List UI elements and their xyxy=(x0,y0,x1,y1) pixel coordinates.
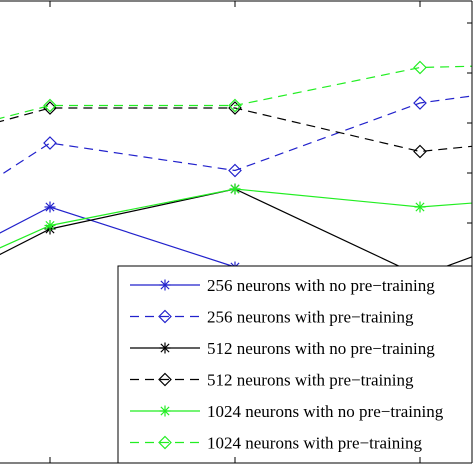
series-line xyxy=(0,65,472,119)
series-line xyxy=(0,107,472,153)
legend-swatch-marker xyxy=(159,405,171,417)
data-point xyxy=(44,220,56,231)
data-point xyxy=(413,60,427,75)
legend-swatch-marker xyxy=(158,309,172,324)
legend-label: 512 neurons with pre−training xyxy=(207,371,414,390)
data-point xyxy=(413,144,427,159)
data-point xyxy=(228,98,242,113)
legend-label: 256 neurons with no pre−training xyxy=(207,276,435,295)
legend: 256 neurons with no pre−training 256 neur… xyxy=(117,265,474,464)
series-line xyxy=(0,188,472,249)
data-point xyxy=(413,96,427,110)
data-point xyxy=(228,101,242,115)
data-point xyxy=(229,183,241,195)
series-6 xyxy=(0,60,472,119)
data-point xyxy=(44,201,56,213)
data-point xyxy=(228,163,242,178)
legend-label: 256 neurons with pre−training xyxy=(207,308,414,327)
series-line xyxy=(0,95,472,177)
right-crop xyxy=(472,0,474,474)
data-point xyxy=(414,201,426,213)
legend-label: 1024 neurons with pre−training xyxy=(207,434,422,453)
series-4 xyxy=(0,101,472,159)
series-5 xyxy=(0,183,472,249)
data-point xyxy=(43,98,57,113)
legend-swatch-marker xyxy=(158,372,172,387)
legend-box xyxy=(117,265,474,464)
legend-label: 1024 neurons with no pre−training xyxy=(207,402,444,421)
legend-label: 512 neurons with no pre−training xyxy=(207,339,435,358)
series-2 xyxy=(0,95,472,178)
bottom-crop xyxy=(0,464,474,474)
data-point xyxy=(43,136,57,150)
series-line xyxy=(0,188,472,277)
legend-swatch-marker xyxy=(158,435,172,450)
legend-swatch-marker xyxy=(159,279,171,291)
legend-swatch-marker xyxy=(159,342,171,354)
